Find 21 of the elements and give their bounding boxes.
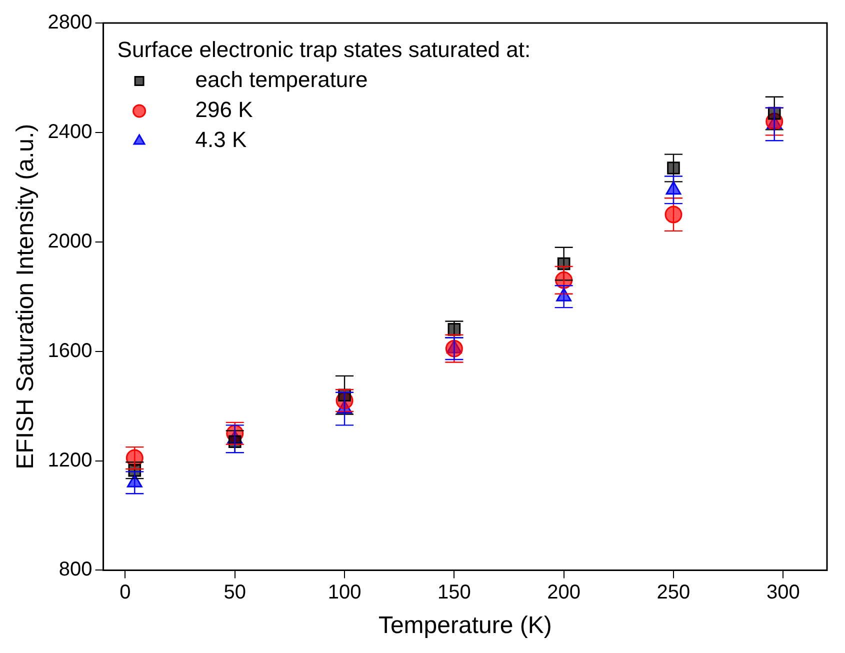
y-tick-label: 2400 — [48, 120, 92, 143]
point — [664, 206, 682, 224]
x-tick-label: 150 — [437, 582, 471, 604]
x-tick-label: 250 — [656, 582, 690, 604]
x-tick-label: 0 — [120, 582, 131, 604]
x-tick-label: 200 — [547, 582, 581, 604]
x-tick-label: 100 — [328, 582, 362, 604]
y-tick-label: 800 — [58, 558, 92, 581]
x-tick-label: 300 — [766, 582, 800, 604]
point — [667, 162, 680, 174]
legend-label: each temperature — [195, 67, 368, 92]
legend-label: 296 K — [195, 97, 254, 122]
y-tick-label: 2000 — [48, 230, 92, 252]
y-tick-label: 1600 — [48, 340, 92, 362]
y-tick-label: 1200 — [48, 449, 92, 472]
legend-label: 4.3 K — [195, 127, 247, 152]
x-axis-title: Temperature (K) — [378, 612, 552, 640]
legend-title: Surface electronic trap states saturated at: — [117, 37, 531, 62]
x-tick-label: 50 — [224, 582, 246, 604]
y-axis-title: EFISH Saturation Intensity (a.u.) — [12, 124, 40, 470]
y-tick-label: 2800 — [48, 12, 92, 34]
